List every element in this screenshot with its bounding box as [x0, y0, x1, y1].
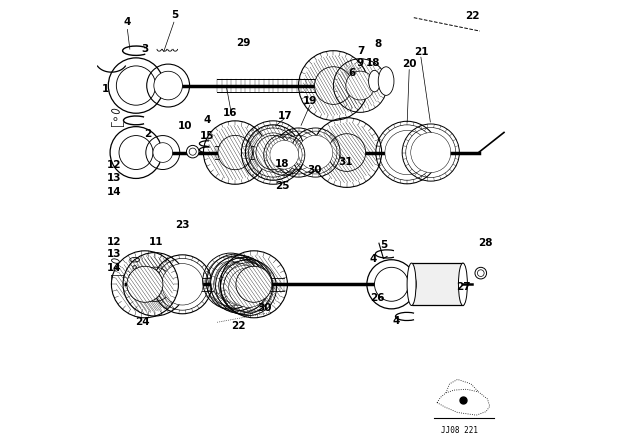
Text: 13: 13 [106, 250, 121, 259]
Text: 14: 14 [106, 263, 121, 273]
Ellipse shape [218, 135, 252, 170]
Text: 4: 4 [124, 17, 131, 27]
Text: 12: 12 [106, 237, 121, 247]
Ellipse shape [186, 146, 199, 158]
Text: 31: 31 [339, 157, 353, 168]
Text: 4: 4 [204, 116, 211, 125]
Text: 13: 13 [106, 173, 121, 183]
Ellipse shape [127, 266, 163, 302]
Ellipse shape [328, 134, 365, 172]
Ellipse shape [219, 263, 260, 305]
Ellipse shape [315, 67, 352, 104]
Text: 4: 4 [370, 254, 378, 264]
Ellipse shape [211, 261, 251, 301]
Ellipse shape [385, 130, 429, 175]
Ellipse shape [138, 267, 172, 302]
Text: 21: 21 [415, 47, 429, 57]
Text: 9: 9 [356, 58, 364, 68]
Ellipse shape [411, 133, 451, 172]
Text: 3: 3 [141, 44, 148, 54]
Text: 5: 5 [380, 241, 387, 250]
Text: 16: 16 [223, 108, 237, 118]
Text: 12: 12 [106, 160, 121, 170]
Ellipse shape [111, 259, 120, 263]
Text: 15: 15 [200, 130, 214, 141]
Text: 20: 20 [402, 59, 417, 69]
Ellipse shape [236, 266, 272, 302]
Text: 27: 27 [456, 282, 471, 293]
Ellipse shape [111, 109, 120, 114]
Ellipse shape [256, 135, 291, 170]
Text: 18: 18 [365, 58, 380, 68]
Text: 19: 19 [303, 96, 317, 106]
Ellipse shape [224, 266, 264, 306]
Text: 23: 23 [175, 220, 189, 230]
Ellipse shape [253, 133, 292, 172]
Ellipse shape [119, 136, 153, 169]
Ellipse shape [130, 258, 140, 262]
Text: 2: 2 [145, 129, 152, 139]
Ellipse shape [298, 135, 333, 170]
Ellipse shape [282, 135, 316, 170]
Text: 30: 30 [307, 165, 322, 176]
Text: 14: 14 [106, 187, 121, 197]
Text: 17: 17 [278, 111, 292, 121]
Text: 29: 29 [236, 38, 250, 48]
Ellipse shape [114, 267, 117, 270]
Ellipse shape [369, 70, 380, 92]
Ellipse shape [407, 263, 416, 306]
Ellipse shape [477, 270, 484, 276]
Text: 26: 26 [370, 293, 385, 303]
Ellipse shape [374, 267, 408, 301]
Text: 5: 5 [172, 10, 179, 20]
Ellipse shape [162, 263, 203, 305]
Ellipse shape [154, 71, 182, 100]
Ellipse shape [475, 267, 486, 279]
Ellipse shape [189, 148, 196, 155]
Ellipse shape [153, 143, 173, 162]
Ellipse shape [215, 263, 255, 303]
Text: 7: 7 [357, 46, 365, 56]
Text: 30: 30 [257, 303, 271, 313]
Text: 8: 8 [374, 39, 381, 49]
Ellipse shape [228, 267, 268, 307]
Text: 18: 18 [275, 159, 290, 169]
Ellipse shape [346, 71, 374, 100]
Text: 25: 25 [275, 181, 290, 191]
Text: 1: 1 [102, 84, 109, 94]
Text: 10: 10 [178, 121, 193, 131]
Ellipse shape [270, 141, 299, 169]
Text: 4: 4 [392, 316, 399, 326]
Text: JJ08 221: JJ08 221 [441, 426, 478, 435]
Text: 22: 22 [232, 321, 246, 331]
Text: 24: 24 [135, 317, 150, 327]
Ellipse shape [378, 67, 394, 95]
Ellipse shape [381, 72, 391, 90]
Ellipse shape [116, 66, 156, 105]
Text: 22: 22 [465, 11, 480, 22]
Ellipse shape [458, 263, 467, 306]
Bar [412, 263, 463, 305]
Ellipse shape [114, 117, 117, 121]
Text: 6: 6 [349, 68, 356, 78]
Text: 11: 11 [148, 237, 163, 247]
Ellipse shape [133, 266, 136, 269]
Text: 28: 28 [478, 238, 493, 248]
